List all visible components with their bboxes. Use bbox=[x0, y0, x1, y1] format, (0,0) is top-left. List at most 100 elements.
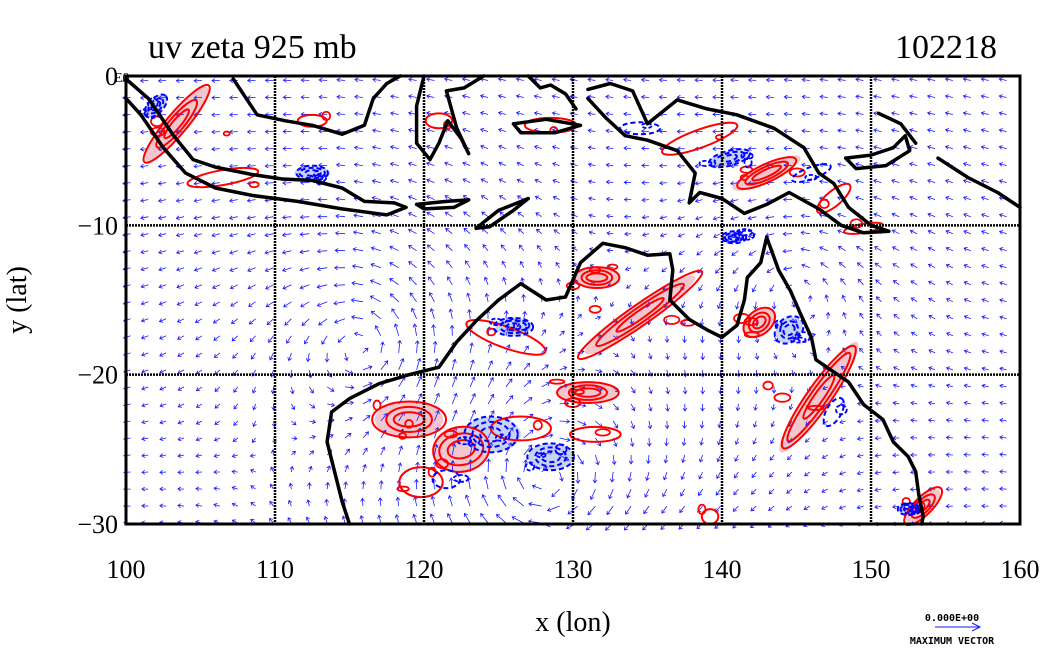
wind-vector bbox=[434, 409, 440, 422]
wind-vector bbox=[176, 284, 185, 289]
wind-vector bbox=[612, 420, 619, 429]
positive-vorticity-contour-queensland-band bbox=[780, 344, 857, 450]
wind-vector bbox=[677, 215, 685, 221]
wind-vector bbox=[856, 487, 864, 493]
wind-vector bbox=[462, 127, 471, 133]
wind-vector bbox=[246, 250, 256, 255]
wind-vector bbox=[676, 163, 685, 169]
wind-vector bbox=[535, 212, 542, 218]
wind-vector bbox=[479, 94, 489, 99]
wind-vector bbox=[694, 163, 703, 169]
wind-vector bbox=[605, 162, 614, 168]
wind-vector bbox=[698, 471, 703, 480]
wind-vector bbox=[699, 301, 704, 309]
wind-vector bbox=[998, 94, 1007, 99]
wind-vector bbox=[665, 352, 670, 361]
wind-vector bbox=[927, 452, 936, 458]
wind-vector bbox=[837, 212, 846, 218]
positive-vorticity-blob-pilbara-a bbox=[398, 432, 407, 440]
wind-vector bbox=[770, 437, 775, 445]
wind-vector bbox=[981, 503, 989, 509]
positive-vorticity-fill-sumatra-coast bbox=[144, 86, 209, 161]
wind-vector bbox=[462, 161, 471, 166]
wind-vector bbox=[747, 215, 757, 221]
wind-vector bbox=[800, 230, 810, 236]
corner-label: E0 bbox=[114, 71, 130, 86]
wind-vector bbox=[252, 386, 257, 394]
wind-vector bbox=[431, 324, 436, 336]
wind-vector bbox=[444, 161, 453, 166]
wind-vector bbox=[483, 475, 489, 490]
negative-vorticity-contour-queensland-blue bbox=[782, 323, 796, 337]
wind-vector bbox=[523, 459, 528, 473]
wind-vector bbox=[464, 494, 471, 507]
wind-vector bbox=[963, 332, 971, 337]
wind-vector bbox=[910, 314, 918, 320]
wind-vector bbox=[250, 485, 256, 490]
wind-vector bbox=[270, 466, 275, 473]
wind-vector bbox=[287, 352, 292, 362]
wind-vector bbox=[343, 481, 348, 490]
wind-vector bbox=[269, 500, 274, 507]
wind-vector bbox=[193, 146, 203, 152]
wind-vector bbox=[893, 296, 900, 303]
wind-vector bbox=[282, 163, 292, 169]
wind-vector bbox=[233, 420, 239, 426]
wind-vector bbox=[447, 276, 453, 286]
wind-vector bbox=[389, 278, 399, 286]
positive-vorticity-contour-queensland-band bbox=[802, 374, 836, 420]
wind-vector bbox=[481, 494, 489, 507]
wind-vector bbox=[751, 488, 757, 495]
wind-vector bbox=[308, 465, 313, 473]
wind-vector bbox=[230, 318, 239, 324]
wind-vector bbox=[567, 505, 578, 515]
wind-vector bbox=[605, 128, 614, 134]
wind-vector bbox=[211, 181, 220, 186]
wind-vector bbox=[140, 215, 149, 220]
wind-vector bbox=[547, 505, 560, 512]
wind-vector bbox=[962, 179, 971, 184]
wind-vector bbox=[306, 482, 312, 490]
wind-vector bbox=[159, 469, 167, 475]
wind-vector bbox=[731, 250, 739, 256]
wind-vector bbox=[612, 403, 619, 411]
wind-vector bbox=[927, 400, 936, 406]
wind-vector bbox=[625, 505, 632, 515]
wind-vector bbox=[908, 94, 918, 99]
wind-vector bbox=[333, 300, 346, 306]
wind-vector bbox=[963, 469, 971, 475]
wind-vector bbox=[664, 420, 670, 430]
wind-vector bbox=[752, 437, 757, 445]
wind-vector bbox=[892, 400, 900, 406]
wind-vector bbox=[981, 452, 989, 457]
wind-vector bbox=[819, 111, 828, 117]
wind-vector bbox=[837, 145, 846, 150]
wind-vector bbox=[480, 127, 489, 133]
negative-vorticity-contour-png-blue-c bbox=[790, 163, 832, 184]
positive-vorticity-contour-sumatra-coast bbox=[142, 83, 211, 164]
negative-vorticity-contour-arafura bbox=[723, 232, 745, 243]
wind-vector bbox=[838, 262, 846, 269]
wind-vector bbox=[963, 418, 971, 423]
wind-vector bbox=[537, 261, 543, 268]
wind-vector bbox=[497, 94, 507, 99]
wind-vector bbox=[927, 229, 936, 235]
wind-vector bbox=[316, 284, 328, 289]
wind-vector bbox=[980, 77, 989, 82]
wind-vector bbox=[541, 329, 546, 337]
wind-vector bbox=[333, 282, 346, 288]
wind-vector bbox=[157, 181, 167, 186]
wind-vector bbox=[587, 111, 596, 117]
wind-vector bbox=[291, 403, 296, 411]
wind-vector bbox=[892, 263, 900, 269]
wind-vector bbox=[281, 232, 292, 238]
wind-vector bbox=[819, 128, 828, 134]
wind-vector bbox=[981, 298, 989, 303]
wind-vector bbox=[876, 348, 882, 354]
positive-vorticity-blob-queensland-band bbox=[762, 380, 774, 391]
wind-vector bbox=[362, 415, 371, 422]
positive-vorticity-blob-sumatra-coast bbox=[222, 130, 231, 137]
negative-vorticity-blob-interior-blue-a bbox=[467, 435, 481, 446]
wind-vector bbox=[624, 266, 632, 271]
